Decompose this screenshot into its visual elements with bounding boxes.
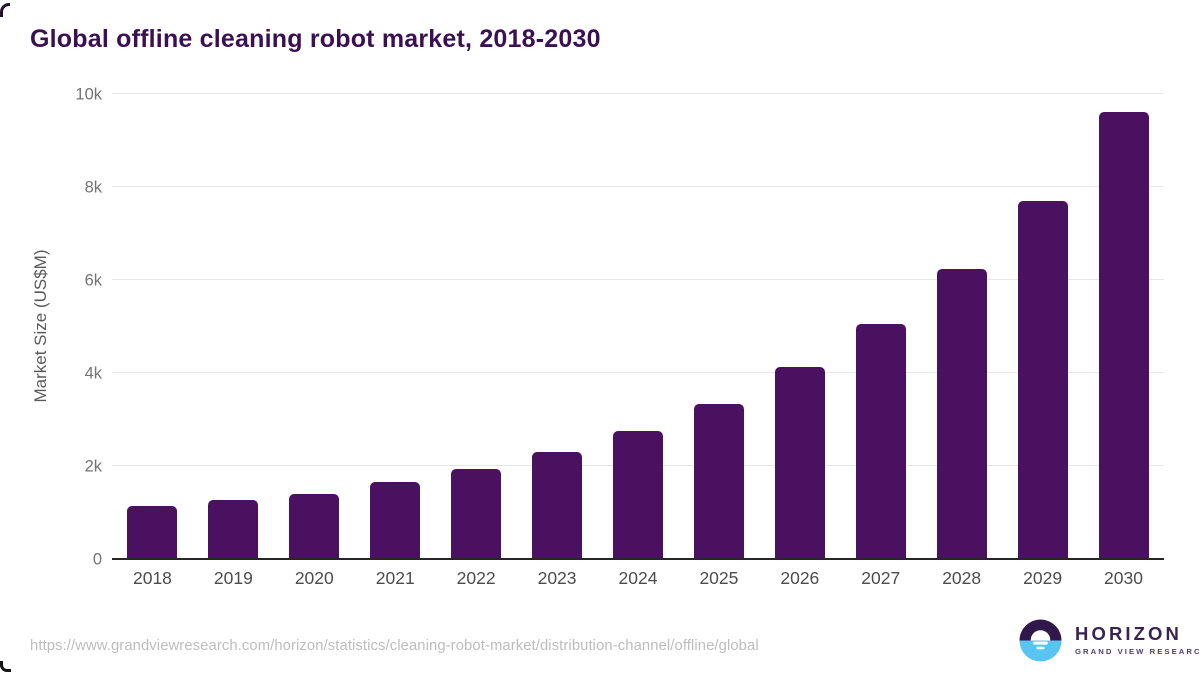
bar-slot-2026: [759, 94, 840, 559]
bar-2030[interactable]: [1098, 111, 1149, 559]
bar-2025[interactable]: [693, 403, 744, 559]
bar-2021[interactable]: [370, 481, 421, 559]
bar-2023[interactable]: [532, 451, 583, 559]
bar-2029[interactable]: [1017, 200, 1068, 559]
bar-slot-2021: [355, 94, 436, 559]
bar-2027[interactable]: [855, 324, 906, 559]
bar-slot-2030: [1083, 94, 1164, 559]
x-label-2021: 2021: [375, 568, 415, 588]
x-axis-line: [112, 558, 1164, 560]
y-tick-8k: 8k: [84, 177, 102, 196]
x-axis-labels: 2018 2019 2020 2021 2022 2023 2024 2025 2026 2027…: [112, 568, 1164, 589]
gridline-8k: [112, 186, 1164, 187]
y-tick-6k: 6k: [84, 270, 102, 289]
brand-name: HORIZON: [1075, 622, 1183, 644]
bar-slot-2027: [840, 94, 921, 559]
screen-edge-artifact-bottom-left: [0, 661, 11, 672]
brand-logo: HORIZON GRAND VIEW RESEARCH: [1019, 619, 1200, 662]
x-label-2030: 2030: [1104, 568, 1143, 588]
gridline-6k: [112, 279, 1164, 280]
y-axis-ticks: 0 2k 4k 6k 8k 10k: [0, 86, 102, 567]
screen-edge-artifact-top-left: [0, 3, 10, 17]
x-label-2026: 2026: [780, 568, 820, 588]
x-label-2025: 2025: [699, 568, 739, 588]
x-label-2028: 2028: [942, 568, 982, 588]
bar-slot-2023: [517, 94, 598, 559]
source-url: https://www.grandviewresearch.com/horizo…: [30, 638, 759, 654]
bar-slot-2020: [274, 94, 355, 559]
bar-slot-2024: [598, 94, 679, 559]
chart-title: Global offline cleaning robot market, 20…: [30, 25, 601, 53]
bar-2026[interactable]: [774, 367, 825, 559]
bar-slot-2025: [678, 94, 759, 559]
bar-slot-2029: [1002, 94, 1083, 559]
x-label-2018: 2018: [132, 568, 172, 588]
bar-slot-2018: [112, 94, 193, 559]
bar-slot-2019: [193, 94, 274, 559]
bar-2018[interactable]: [127, 506, 178, 559]
bar-slot-2022: [436, 94, 517, 559]
x-label-2023: 2023: [537, 568, 577, 588]
bar-2020[interactable]: [289, 494, 340, 559]
x-label-2019: 2019: [213, 568, 253, 588]
brand-subtitle: GRAND VIEW RESEARCH: [1075, 647, 1200, 657]
y-tick-4k: 4k: [84, 363, 102, 382]
horizon-sun-circle-icon: [1019, 619, 1062, 662]
x-label-2024: 2024: [618, 568, 658, 588]
x-label-2029: 2029: [1023, 568, 1063, 588]
gridline-4k: [112, 372, 1164, 373]
y-tick-2k: 2k: [84, 456, 102, 475]
bar-2028[interactable]: [936, 269, 987, 559]
x-label-2020: 2020: [294, 568, 334, 588]
bar-2019[interactable]: [208, 499, 259, 559]
y-tick-10k: 10k: [75, 84, 102, 103]
bar-2022[interactable]: [451, 468, 502, 559]
bar-series: [112, 94, 1164, 559]
bar-2024[interactable]: [612, 430, 663, 559]
x-label-2022: 2022: [456, 568, 496, 588]
gridline-10k: [112, 93, 1164, 94]
brand-logo-text: HORIZON GRAND VIEW RESEARCH: [1075, 622, 1200, 657]
y-tick-0: 0: [92, 549, 102, 568]
plot-area: [112, 93, 1164, 560]
x-label-2027: 2027: [861, 568, 901, 588]
bar-slot-2028: [921, 94, 1002, 559]
